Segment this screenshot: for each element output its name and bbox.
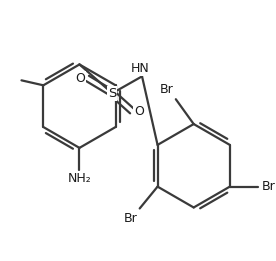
Text: Br: Br — [262, 180, 275, 193]
Text: Br: Br — [160, 83, 174, 96]
Text: NH₂: NH₂ — [68, 172, 91, 185]
Text: Br: Br — [124, 212, 138, 225]
Text: O: O — [134, 105, 144, 118]
Text: S: S — [108, 87, 116, 100]
Text: O: O — [76, 72, 85, 85]
Text: HN: HN — [131, 62, 149, 75]
